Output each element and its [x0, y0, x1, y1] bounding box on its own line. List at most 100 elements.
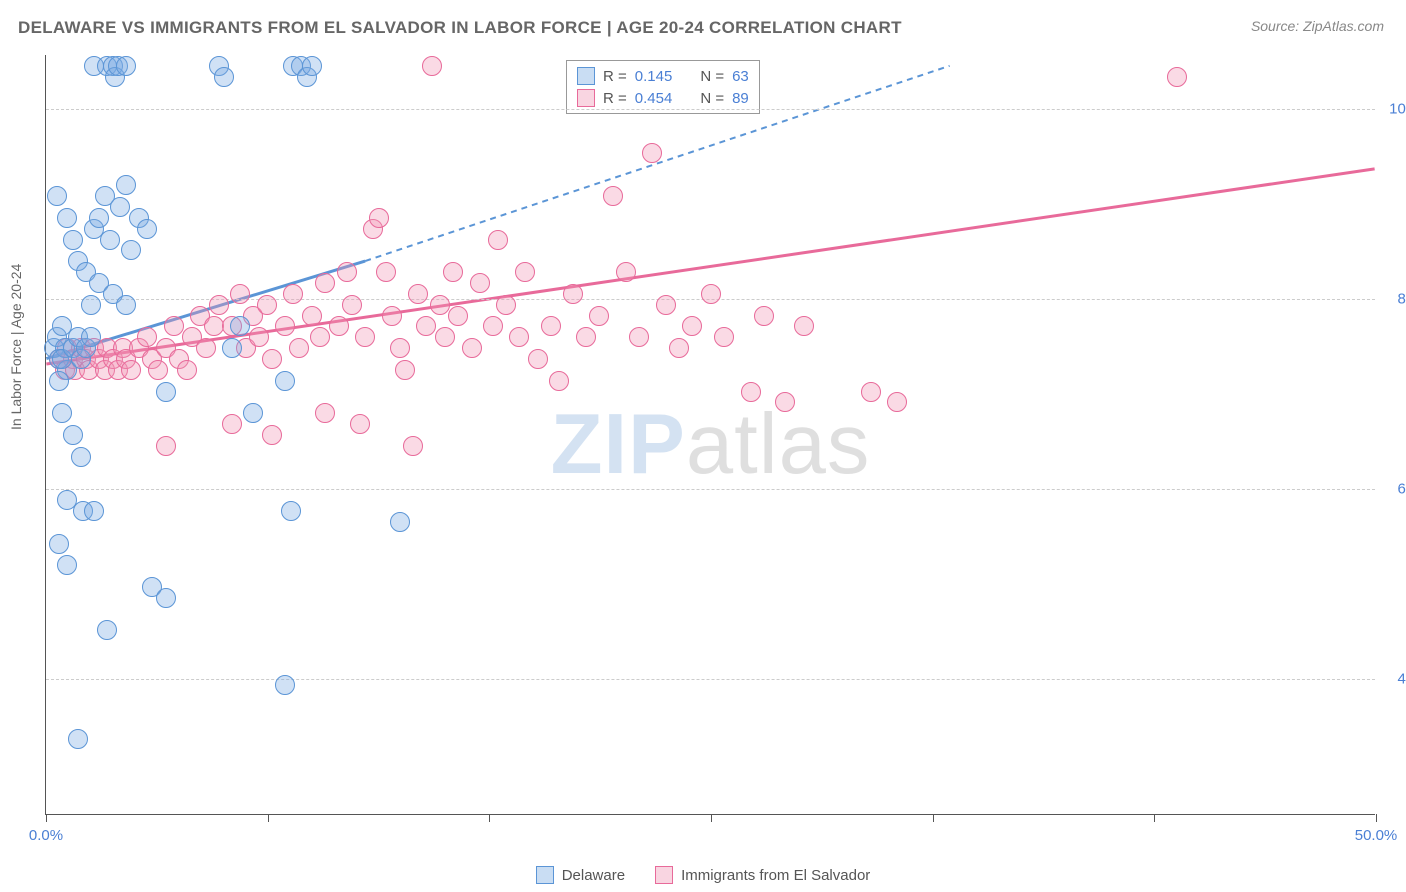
data-point	[642, 143, 662, 163]
data-point	[156, 382, 176, 402]
data-point	[1167, 67, 1187, 87]
data-point	[794, 316, 814, 336]
data-point	[496, 295, 516, 315]
data-point	[49, 534, 69, 554]
data-point	[603, 186, 623, 206]
data-point	[243, 403, 263, 423]
data-point	[97, 620, 117, 640]
data-point	[754, 306, 774, 326]
data-point	[408, 284, 428, 304]
legend-label: Immigrants from El Salvador	[681, 867, 870, 884]
data-point	[483, 316, 503, 336]
data-point	[302, 56, 322, 76]
n-label: N =	[700, 68, 724, 85]
data-point	[249, 327, 269, 347]
data-point	[416, 316, 436, 336]
square-icon	[577, 89, 595, 107]
x-tick	[933, 814, 934, 822]
x-tick	[268, 814, 269, 822]
data-point	[422, 56, 442, 76]
r-label: R =	[603, 68, 627, 85]
data-point	[337, 262, 357, 282]
data-point	[488, 230, 508, 250]
n-value: 89	[732, 90, 749, 107]
data-point	[563, 284, 583, 304]
legend-label: Delaware	[562, 867, 625, 884]
data-point	[164, 316, 184, 336]
data-point	[515, 262, 535, 282]
source-credit: Source: ZipAtlas.com	[1251, 18, 1384, 34]
square-icon	[536, 866, 554, 884]
data-point	[682, 316, 702, 336]
data-point	[355, 327, 375, 347]
data-point	[315, 403, 335, 423]
legend-item-delaware: Delaware	[536, 866, 625, 884]
data-point	[177, 360, 197, 380]
data-point	[68, 729, 88, 749]
x-tick-label: 0.0%	[29, 827, 63, 844]
watermark-part-2: atlas	[686, 396, 871, 491]
r-label: R =	[603, 90, 627, 107]
x-tick-label: 50.0%	[1355, 827, 1398, 844]
watermark-part-1: ZIP	[551, 396, 686, 491]
watermark: ZIPatlas	[551, 395, 871, 493]
data-point	[121, 240, 141, 260]
data-point	[52, 403, 72, 423]
data-point	[629, 327, 649, 347]
data-point	[84, 501, 104, 521]
data-point	[430, 295, 450, 315]
data-point	[528, 349, 548, 369]
data-point	[342, 295, 362, 315]
data-point	[382, 306, 402, 326]
data-point	[121, 360, 141, 380]
data-point	[137, 327, 157, 347]
square-icon	[577, 67, 595, 85]
x-tick	[1376, 814, 1377, 822]
data-point	[403, 436, 423, 456]
series-legend: Delaware Immigrants from El Salvador	[0, 866, 1406, 884]
data-point	[509, 327, 529, 347]
x-tick	[711, 814, 712, 822]
data-point	[275, 371, 295, 391]
data-point	[448, 306, 468, 326]
chart-title: DELAWARE VS IMMIGRANTS FROM EL SALVADOR …	[18, 18, 902, 38]
data-point	[576, 327, 596, 347]
data-point	[549, 371, 569, 391]
data-point	[230, 284, 250, 304]
legend-row-delaware: R = 0.145 N = 63	[577, 65, 749, 87]
data-point	[116, 175, 136, 195]
y-axis-label: In Labor Force | Age 20-24	[8, 264, 24, 430]
legend-item-elsalvador: Immigrants from El Salvador	[655, 866, 870, 884]
legend-row-elsalvador: R = 0.454 N = 89	[577, 87, 749, 109]
data-point	[310, 327, 330, 347]
data-point	[302, 306, 322, 326]
data-point	[204, 316, 224, 336]
data-point	[470, 273, 490, 293]
data-point	[714, 327, 734, 347]
data-point	[589, 306, 609, 326]
scatter-plot-area: ZIPatlas R = 0.145 N = 63 R = 0.454 N = …	[45, 55, 1375, 815]
x-tick	[489, 814, 490, 822]
data-point	[281, 501, 301, 521]
gridline	[46, 109, 1375, 110]
data-point	[443, 262, 463, 282]
data-point	[230, 316, 250, 336]
data-point	[148, 360, 168, 380]
data-point	[63, 230, 83, 250]
data-point	[741, 382, 761, 402]
data-point	[156, 588, 176, 608]
data-point	[81, 327, 101, 347]
square-icon	[655, 866, 673, 884]
data-point	[71, 447, 91, 467]
data-point	[257, 295, 277, 315]
y-tick-label: 82.5%	[1380, 291, 1406, 308]
data-point	[57, 555, 77, 575]
n-value: 63	[732, 68, 749, 85]
x-tick	[46, 814, 47, 822]
r-value: 0.145	[635, 68, 673, 85]
data-point	[262, 425, 282, 445]
data-point	[541, 316, 561, 336]
data-point	[701, 284, 721, 304]
data-point	[63, 425, 83, 445]
data-point	[57, 208, 77, 228]
